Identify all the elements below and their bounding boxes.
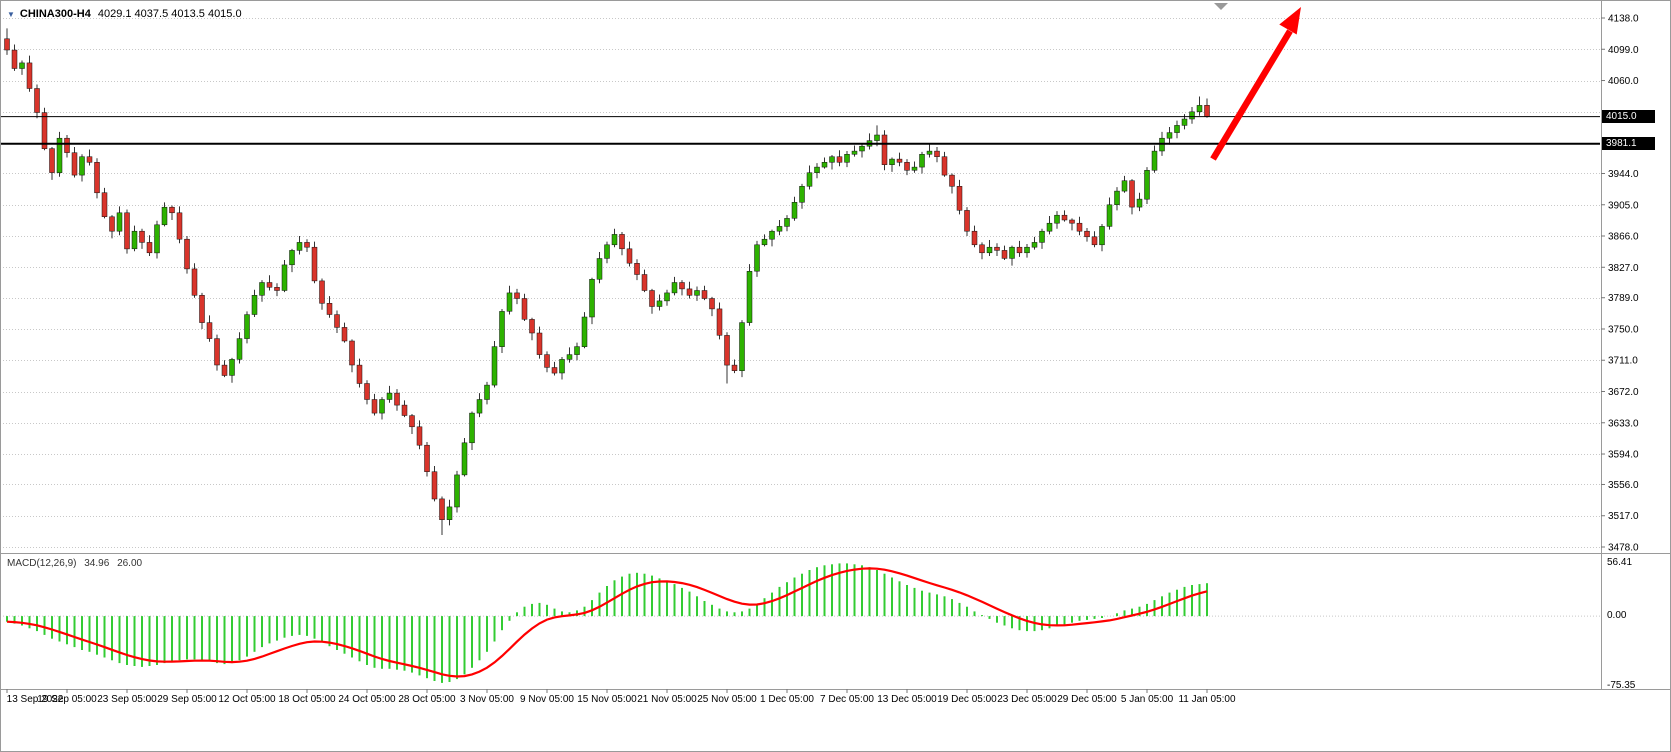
macd-scale-min: -75.35 [1607,680,1636,691]
time-axis-label: 29 Sep 05:00 [157,694,217,705]
macd-histogram [6,563,1208,683]
time-axis-label: 29 Dec 05:00 [1057,694,1117,705]
time-axis-label: 7 Dec 05:00 [820,694,874,705]
macd-main-value: 34.96 [84,558,110,569]
ohlc-values: 4029.1 4037.5 4013.5 4015.0 [97,8,242,20]
chart-title: CHINA300-H4 [19,8,91,20]
price-axis-label: 3517.0 [1608,511,1639,522]
price-axis-label: 3556.0 [1608,480,1639,491]
time-axis-label: 18 Oct 05:00 [278,694,336,705]
price-axis-label: 4099.0 [1608,45,1639,56]
time-axis-label: 28 Oct 05:00 [398,694,456,705]
price-axis-label: 3750.0 [1608,325,1639,336]
price-axis-label: 3827.0 [1608,263,1639,274]
macd-label-row: MACD(12,26,9) 34.96 26.00 [7,558,147,569]
time-axis-label: 3 Nov 05:00 [460,694,514,705]
chart-header: ▼ CHINA300-H4 4029.1 4037.5 4013.5 4015.… [7,8,242,20]
macd-indicator-name: MACD(12,26,9) [7,558,77,569]
macd-signal-value: 26.00 [117,558,143,569]
time-axis-label: 23 Dec 05:00 [997,694,1057,705]
macd-scale-zero: 0.00 [1607,610,1627,621]
price-axis-label: 3905.0 [1608,200,1639,211]
time-axis-label: 15 Nov 05:00 [577,694,637,705]
time-axis-label: 19 Sep 05:00 [37,694,97,705]
hline-price-badge: 3981.1 [1602,137,1655,150]
chart-shift-marker[interactable] [1214,3,1228,10]
price-axis-label: 3944.0 [1608,169,1639,180]
time-axis-label: 21 Nov 05:00 [637,694,697,705]
symbol-dropdown-icon[interactable]: ▼ [7,9,15,19]
macd-signal-line [6,567,1208,678]
candlestick-series [4,28,1210,535]
price-axis-label: 3478.0 [1608,543,1639,554]
time-axis-label: 23 Sep 05:00 [97,694,157,705]
time-axis-label: 13 Sep 2022 [7,694,64,705]
trend-arrow[interactable] [1210,7,1301,161]
time-axis-label: 12 Oct 05:00 [218,694,276,705]
price-axis-label: 3789.0 [1608,293,1639,304]
current-price-badge: 4015.0 [1602,110,1655,123]
price-axis-label: 3711.0 [1608,356,1638,367]
time-axis-label: 25 Nov 05:00 [697,694,757,705]
price-axis-label: 3594.0 [1608,450,1639,461]
price-gridlines [3,18,1600,548]
price-axis-label: 3866.0 [1608,232,1639,243]
time-axis-label: 5 Jan 05:00 [1121,694,1174,705]
price-axis[interactable]: 4138.0 4099.0 4060.0 3944.0 3905.0 3866.0 3827… [1601,14,1639,554]
price-axis-label: 3633.0 [1608,418,1639,429]
time-axis-label: 13 Dec 05:00 [877,694,937,705]
time-axis-label: 9 Nov 05:00 [520,694,574,705]
time-axis-label: 1 Dec 05:00 [760,694,814,705]
macd-scale-max: 56.41 [1607,557,1633,568]
time-axis-label: 19 Dec 05:00 [937,694,997,705]
price-axis-label: 4060.0 [1608,76,1639,87]
price-axis-label: 3672.0 [1608,387,1639,398]
time-axis-label: 24 Oct 05:00 [338,694,396,705]
time-axis-label: 11 Jan 05:00 [1178,694,1236,705]
price-axis-label: 4138.0 [1608,14,1639,25]
